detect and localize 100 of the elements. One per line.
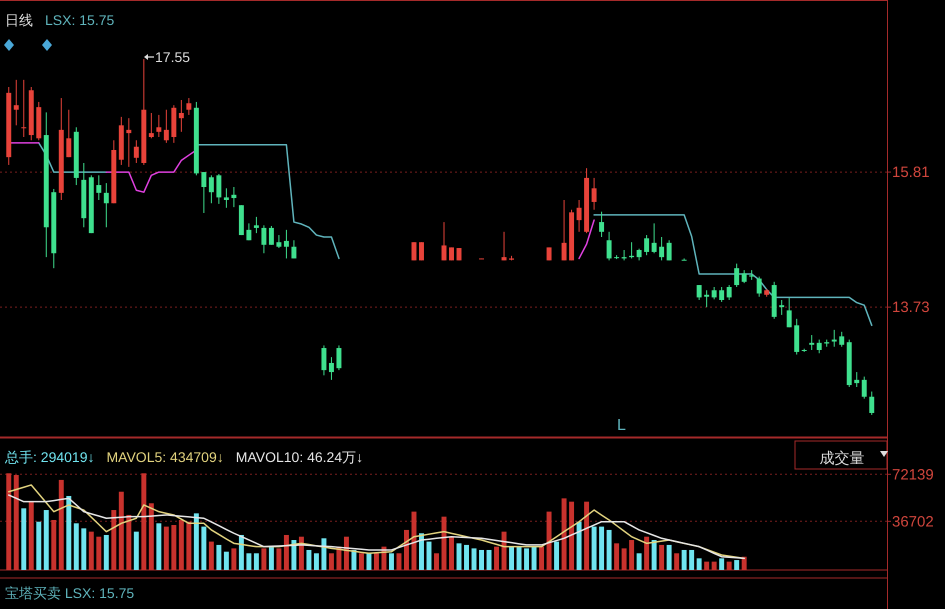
bar (28, 502, 34, 570)
candlestick (254, 216, 259, 234)
bar (58, 480, 64, 570)
bar (208, 542, 214, 570)
bar (636, 553, 642, 570)
bar (276, 548, 282, 570)
bar (592, 526, 597, 570)
candlestick (622, 249, 627, 261)
candlestick (869, 391, 874, 416)
candlestick (284, 229, 289, 259)
bar (674, 553, 680, 570)
candlestick (756, 276, 762, 298)
bar (224, 552, 229, 570)
candlestick (268, 225, 274, 246)
y-tick-label: 36702 (892, 513, 934, 530)
bar (216, 544, 222, 570)
bar (599, 526, 604, 570)
candlestick (336, 344, 342, 371)
candlestick (66, 109, 72, 158)
candlestick (291, 240, 296, 259)
bar (629, 540, 634, 570)
candlestick (546, 246, 552, 261)
bar (719, 558, 724, 570)
bar (442, 516, 446, 570)
bar (374, 553, 379, 570)
bar (509, 546, 514, 570)
candlestick (96, 174, 102, 200)
bar (704, 562, 710, 570)
candlestick (712, 286, 717, 300)
bar (141, 473, 146, 570)
bar (238, 534, 244, 570)
candlestick (779, 299, 784, 316)
candlestick (134, 140, 139, 164)
annotation: 17.55 (155, 49, 190, 65)
bar (419, 533, 424, 570)
candlestick (164, 109, 169, 144)
bar (104, 534, 109, 570)
bar (388, 553, 394, 570)
candlestick (201, 172, 206, 214)
candlestick (734, 263, 740, 288)
bar (74, 523, 79, 570)
bar (21, 508, 26, 570)
candlestick (809, 334, 814, 350)
candlestick (666, 240, 672, 261)
bar (622, 548, 627, 570)
bar (712, 562, 717, 570)
bar (36, 522, 42, 570)
candlestick (449, 246, 454, 261)
candlestick (21, 79, 26, 138)
candlestick (126, 118, 132, 168)
bar (231, 548, 236, 570)
bar (404, 530, 409, 570)
bar (532, 546, 537, 570)
candlestick (576, 199, 582, 232)
candlestick (456, 248, 462, 261)
bar (562, 498, 567, 570)
bar (734, 560, 740, 570)
candlestick (636, 248, 642, 261)
y-tick-label: 13.73 (892, 299, 930, 316)
candlestick (839, 331, 844, 348)
bar (689, 550, 694, 570)
candlestick (208, 174, 214, 204)
bar (291, 540, 296, 570)
candlestick (276, 234, 282, 249)
bar (358, 553, 364, 570)
bar (171, 525, 176, 570)
bar (606, 530, 612, 570)
bar (261, 548, 266, 570)
bar (494, 546, 500, 570)
bar (298, 536, 304, 570)
bar (502, 532, 507, 570)
bar (366, 553, 372, 570)
candlestick (592, 177, 597, 210)
bar (426, 542, 432, 570)
candlestick (652, 222, 657, 254)
candlestick (216, 174, 222, 204)
candlestick (104, 182, 109, 228)
bar (156, 523, 162, 570)
candlestick (502, 231, 507, 261)
bar (584, 502, 590, 570)
candlestick (599, 211, 604, 238)
y-tick-label: 72139 (892, 466, 934, 484)
candlestick (246, 222, 252, 241)
candlestick (186, 98, 192, 116)
bar (486, 550, 492, 570)
bar (351, 550, 356, 570)
bar (126, 514, 132, 570)
bar (194, 513, 199, 570)
candlestick (832, 329, 837, 348)
bar (254, 553, 259, 570)
candlestick (156, 114, 162, 138)
candlestick (14, 79, 19, 126)
bar (576, 522, 582, 570)
bar (118, 492, 124, 570)
bar (111, 510, 116, 570)
candlestick (321, 344, 326, 376)
candlestick (816, 339, 822, 354)
annotation: L (617, 417, 626, 434)
candlestick (148, 112, 154, 139)
candlestick (224, 188, 229, 208)
